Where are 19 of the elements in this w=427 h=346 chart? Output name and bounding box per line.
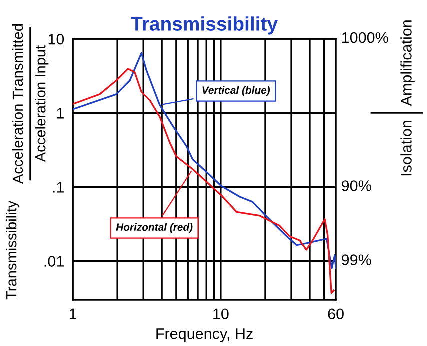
x-tick-label: 60: [328, 308, 344, 320]
y-axis-title: Transmissibility: [6, 200, 20, 300]
x-tick-label: 10: [214, 308, 229, 320]
text: Acceleration Transmitted: [12, 24, 24, 184]
text: Acceleration Input: [35, 46, 49, 162]
chart-title: Transmissibility: [131, 16, 278, 35]
text: 1000%: [342, 32, 388, 44]
text: Horizontal (red): [116, 223, 193, 234]
text: Amplification: [400, 20, 415, 106]
y-tick-label: .01: [44, 256, 64, 267]
y-tick-label: 10: [48, 34, 64, 45]
text: 99%: [342, 254, 372, 266]
text: 90%: [342, 180, 372, 192]
y-tick-label: .1: [53, 182, 64, 193]
x-axis-title: Frequency, Hz: [156, 328, 253, 342]
x-tick-label: 1: [70, 308, 77, 320]
text: Vertical (blue): [202, 86, 270, 96]
text: Isolation: [400, 121, 412, 176]
y-tick-label: 1: [57, 108, 64, 119]
